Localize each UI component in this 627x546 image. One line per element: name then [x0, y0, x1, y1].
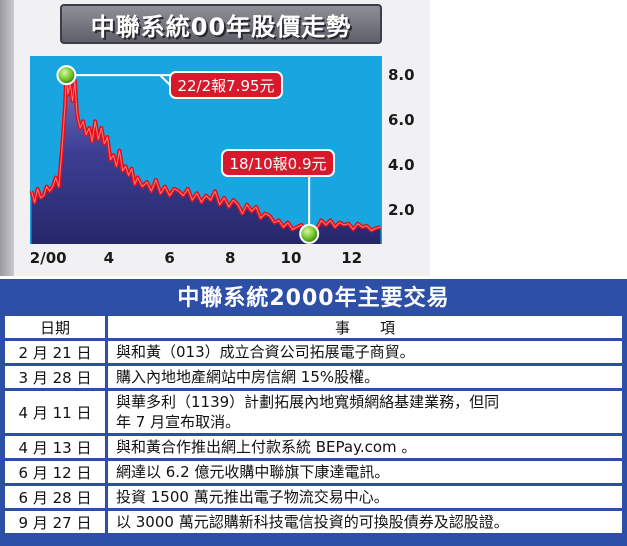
event-date: 6 月 12 日 [5, 461, 108, 483]
highlight-marker [299, 223, 320, 244]
chart-panel: 22/2報7.95元 18/10報0.9元 8.0 6.0 4.0 2.0 2/00 4 6 8… [0, 0, 430, 276]
price-area [31, 75, 381, 244]
table-header-row: 日期 事 項 [5, 316, 622, 338]
event-date: 3 月 28 日 [5, 366, 108, 388]
header-event: 事 項 [108, 316, 622, 338]
callout-leader [159, 74, 171, 86]
events-table: 日期 事 項 2 月 21 日 與和黃（013）成立合資公司拓展電子商貿。 3 … [5, 313, 622, 536]
callout-box [169, 71, 283, 99]
table-row: 4 月 13 日 與和黃合作推出網上付款系統 BEPay.com 。 [5, 436, 622, 458]
table-row: 2 月 21 日 與和黃（013）成立合資公司拓展電子商貿。 [5, 341, 622, 363]
chart-title-box: 中聯系統00年股價走勢 [60, 4, 382, 44]
table-row: 9 月 27 日 以 3000 萬元認購新科技電信投資的可換股債券及認股證。 [5, 511, 622, 533]
event-text-line: 年 7 月宣布取消。 [116, 413, 241, 431]
x-tick-label: 4 [104, 249, 114, 267]
event-date: 4 月 13 日 [5, 436, 108, 458]
callout-label: 18/10報0.9元 [229, 155, 326, 173]
x-tick-label: 8 [225, 249, 235, 267]
y-tick-label: 6.0 [388, 111, 415, 129]
header-date: 日期 [5, 316, 108, 338]
callout-box [221, 149, 335, 177]
event-text-line: 與華多利（1139）計劃拓展內地寬頻網絡基建業務，但同 [116, 393, 500, 411]
callout-label: 22/2報7.95元 [177, 77, 274, 95]
highlight-marker [56, 65, 77, 86]
chart-title: 中聯系統00年股價走勢 [90, 12, 352, 41]
event-date: 6 月 28 日 [5, 486, 108, 508]
table-row: 4 月 11 日 與華多利（1139）計劃拓展內地寬頻網絡基建業務，但同 年 7… [5, 391, 622, 433]
y-tick-label: 8.0 [388, 66, 415, 84]
event-text: 與和黃合作推出網上付款系統 BEPay.com 。 [108, 436, 622, 458]
y-tick-label: 2.0 [388, 201, 415, 219]
stock-price-chart: 22/2報7.95元 18/10報0.9元 8.0 6.0 4.0 2.0 2/00 4 6 8… [29, 56, 415, 267]
event-date: 2 月 21 日 [5, 341, 108, 363]
event-date: 9 月 27 日 [5, 511, 108, 533]
table-row: 3 月 28 日 購入內地地產網站中房信網 15%股權。 [5, 366, 622, 388]
table-row: 6 月 28 日 投資 1500 萬元推出電子物流交易中心。 [5, 486, 622, 508]
x-tick-label: 2/00 [30, 249, 67, 267]
event-text: 以 3000 萬元認購新科技電信投資的可換股債券及認股證。 [108, 511, 622, 533]
callout: 18/10報0.9元 [221, 149, 335, 244]
x-tick-label: 12 [341, 249, 362, 267]
event-text: 與和黃（013）成立合資公司拓展電子商貿。 [108, 341, 622, 363]
y-tick-label: 4.0 [388, 156, 415, 174]
x-tick-label: 6 [164, 249, 174, 267]
callout: 22/2報7.95元 [56, 65, 283, 99]
table-row: 6 月 12 日 網達以 6.2 億元收購中聯旗下康達電訊。 [5, 461, 622, 483]
table-title: 中聯系統2000年主要交易 [177, 286, 450, 311]
event-date: 4 月 11 日 [5, 391, 108, 433]
event-text: 購入內地地產網站中房信網 15%股權。 [108, 366, 622, 388]
event-text: 網達以 6.2 億元收購中聯旗下康達電訊。 [108, 461, 622, 483]
event-text-multiline: 與華多利（1139）計劃拓展內地寬頻網絡基建業務，但同 年 7 月宣布取消。 [108, 391, 622, 433]
event-text: 投資 1500 萬元推出電子物流交易中心。 [108, 486, 622, 508]
x-tick-label: 10 [281, 249, 302, 267]
events-panel: 中聯系統2000年主要交易 日期 事 項 2 月 21 日 與和黃（013）成立… [0, 279, 627, 546]
